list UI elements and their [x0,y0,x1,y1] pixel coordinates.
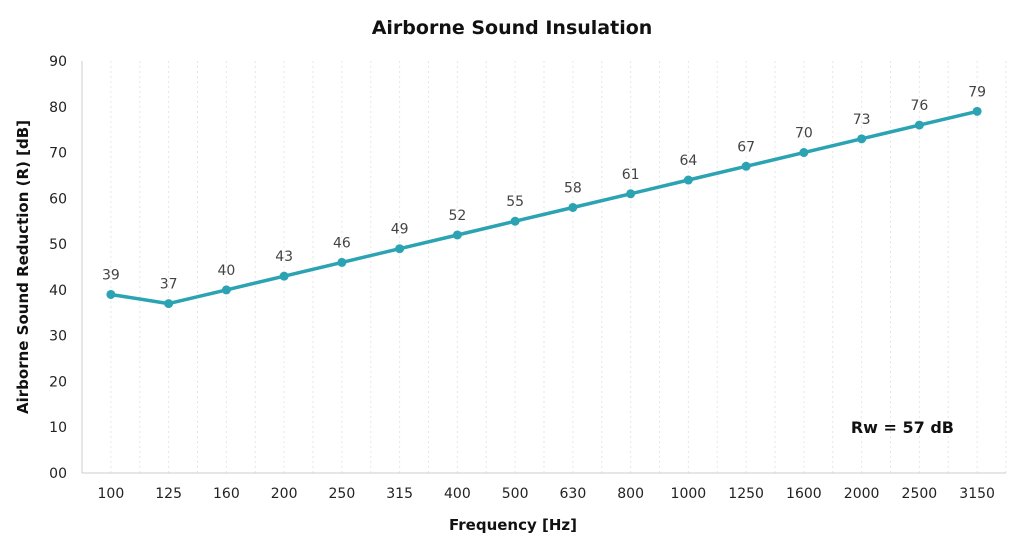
x-tick-label: 630 [560,486,587,502]
data-label: 64 [679,153,697,169]
data-point [279,271,289,281]
data-point [741,161,751,171]
x-tick-label: 160 [213,486,240,502]
y-tick-label: 50 [49,237,67,253]
y-tick-label: 70 [49,146,67,162]
data-point [914,120,924,130]
data-point [626,189,636,199]
data-label: 55 [506,194,524,210]
data-label: 67 [737,139,755,155]
x-tick-label: 2000 [844,486,880,502]
data-point [683,175,693,185]
data-label: 40 [217,263,235,279]
data-label: 46 [333,235,351,251]
x-tick-label: 500 [502,486,529,502]
x-tick-label: 1000 [671,486,707,502]
data-label: 43 [275,249,293,265]
y-tick-label: 80 [49,100,67,116]
data-label: 52 [448,208,466,224]
grid-lines [81,61,1007,473]
data-label: 73 [853,112,871,128]
data-point [452,230,462,240]
data-label: 79 [968,84,986,100]
data-point [510,216,520,226]
x-tick-label: 400 [444,486,471,502]
data-point [337,257,347,267]
data-point [106,289,116,299]
x-tick-label: 2500 [902,486,938,502]
y-tick-label: 40 [49,283,67,299]
x-tick-label: 315 [386,486,413,502]
y-tick-label: 60 [49,191,67,207]
data-label: 76 [910,98,928,114]
data-point [799,148,809,158]
data-points [106,106,982,309]
x-tick-label: 125 [155,486,182,502]
series-line [110,109,978,306]
y-axis-title: Airborne Sound Reduction (R) [dB] [14,120,32,414]
chart-title: Airborne Sound Insulation [372,17,653,39]
data-label: 61 [622,167,640,183]
data-point [164,299,174,309]
y-tick-label: 20 [49,374,67,390]
x-tick-label: 1600 [786,486,822,502]
x-axis-title: Frequency [Hz] [449,516,577,534]
data-point [568,202,578,212]
x-tick-label: 250 [329,486,356,502]
x-tick-label: 200 [271,486,298,502]
data-labels: 39 37 40 43 46 49 52 55 58 61 64 67 70 73 76 79 [102,84,986,292]
data-label: 58 [564,180,582,196]
data-point [395,244,405,254]
data-label: 70 [795,126,813,142]
x-tick-label: 800 [617,486,644,502]
rw-annotation: Rw = 57 dB [851,418,954,437]
y-tick-label: 10 [49,420,67,436]
data-label: 39 [102,267,120,283]
data-label: 37 [160,277,178,293]
data-point [972,106,982,116]
x-axis-ticks: 100 125 160 200 250 315 400 500 630 800 1000 1250 16… [98,486,995,502]
data-point [857,134,867,144]
y-axis-ticks: 00 10 20 30 40 50 60 70 80 90 [49,54,67,482]
x-tick-label: 3150 [959,486,995,502]
data-label: 49 [391,222,409,238]
y-tick-label: 00 [49,466,67,482]
x-tick-label: 1250 [728,486,764,502]
data-point [221,285,231,295]
y-tick-label: 30 [49,329,67,345]
x-tick-label: 100 [98,486,125,502]
y-tick-label: 90 [49,54,67,70]
